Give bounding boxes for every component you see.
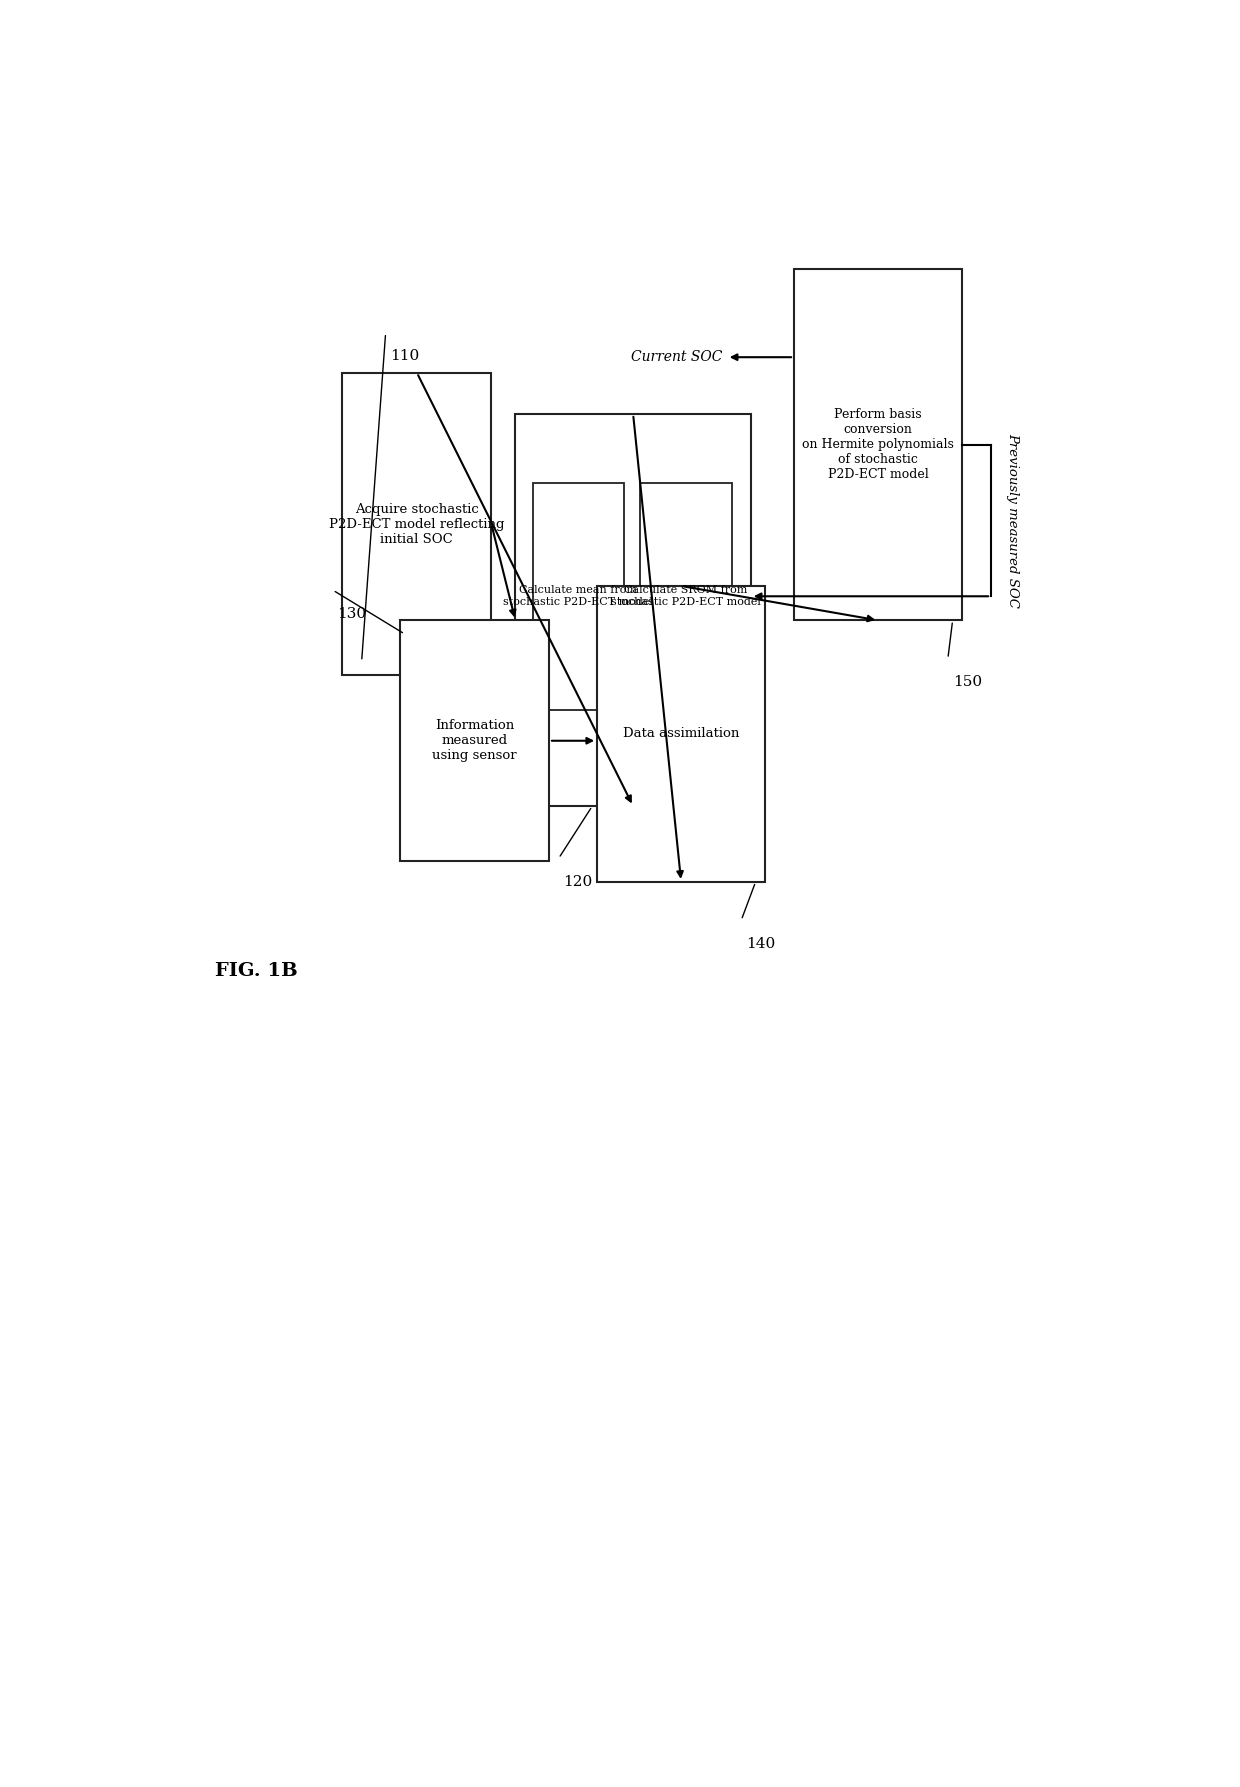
Bar <box>596 586 765 881</box>
Text: Current SOC: Current SOC <box>631 350 722 365</box>
Bar <box>342 373 491 675</box>
Text: 110: 110 <box>391 348 419 363</box>
Text: Previously measured SOC: Previously measured SOC <box>1006 432 1019 608</box>
Text: Data assimilation: Data assimilation <box>622 727 739 740</box>
Text: Acquire stochastic
P2D-ECT model reflecting
initial SOC: Acquire stochastic P2D-ECT model reflect… <box>329 502 505 545</box>
Text: Information
measured
using sensor: Information measured using sensor <box>433 718 517 763</box>
Text: 150: 150 <box>952 675 982 690</box>
Text: 140: 140 <box>746 936 775 951</box>
Text: Calculate SROM from
stochastic P2D-ECT model: Calculate SROM from stochastic P2D-ECT m… <box>611 586 761 608</box>
Text: Perform basis
conversion
on Hermite polynomials
of stochastic
P2D-ECT model: Perform basis conversion on Hermite poly… <box>802 409 954 481</box>
Bar <box>516 415 750 806</box>
Bar <box>401 620 549 861</box>
Bar <box>533 482 624 709</box>
Text: 120: 120 <box>563 876 593 888</box>
Text: Calculate mean from
stochastic P2D-ECT model: Calculate mean from stochastic P2D-ECT m… <box>503 586 653 608</box>
Text: FIG. 1B: FIG. 1B <box>215 961 298 981</box>
Bar <box>640 482 732 709</box>
Text: 130: 130 <box>337 606 367 620</box>
Bar <box>794 270 962 620</box>
